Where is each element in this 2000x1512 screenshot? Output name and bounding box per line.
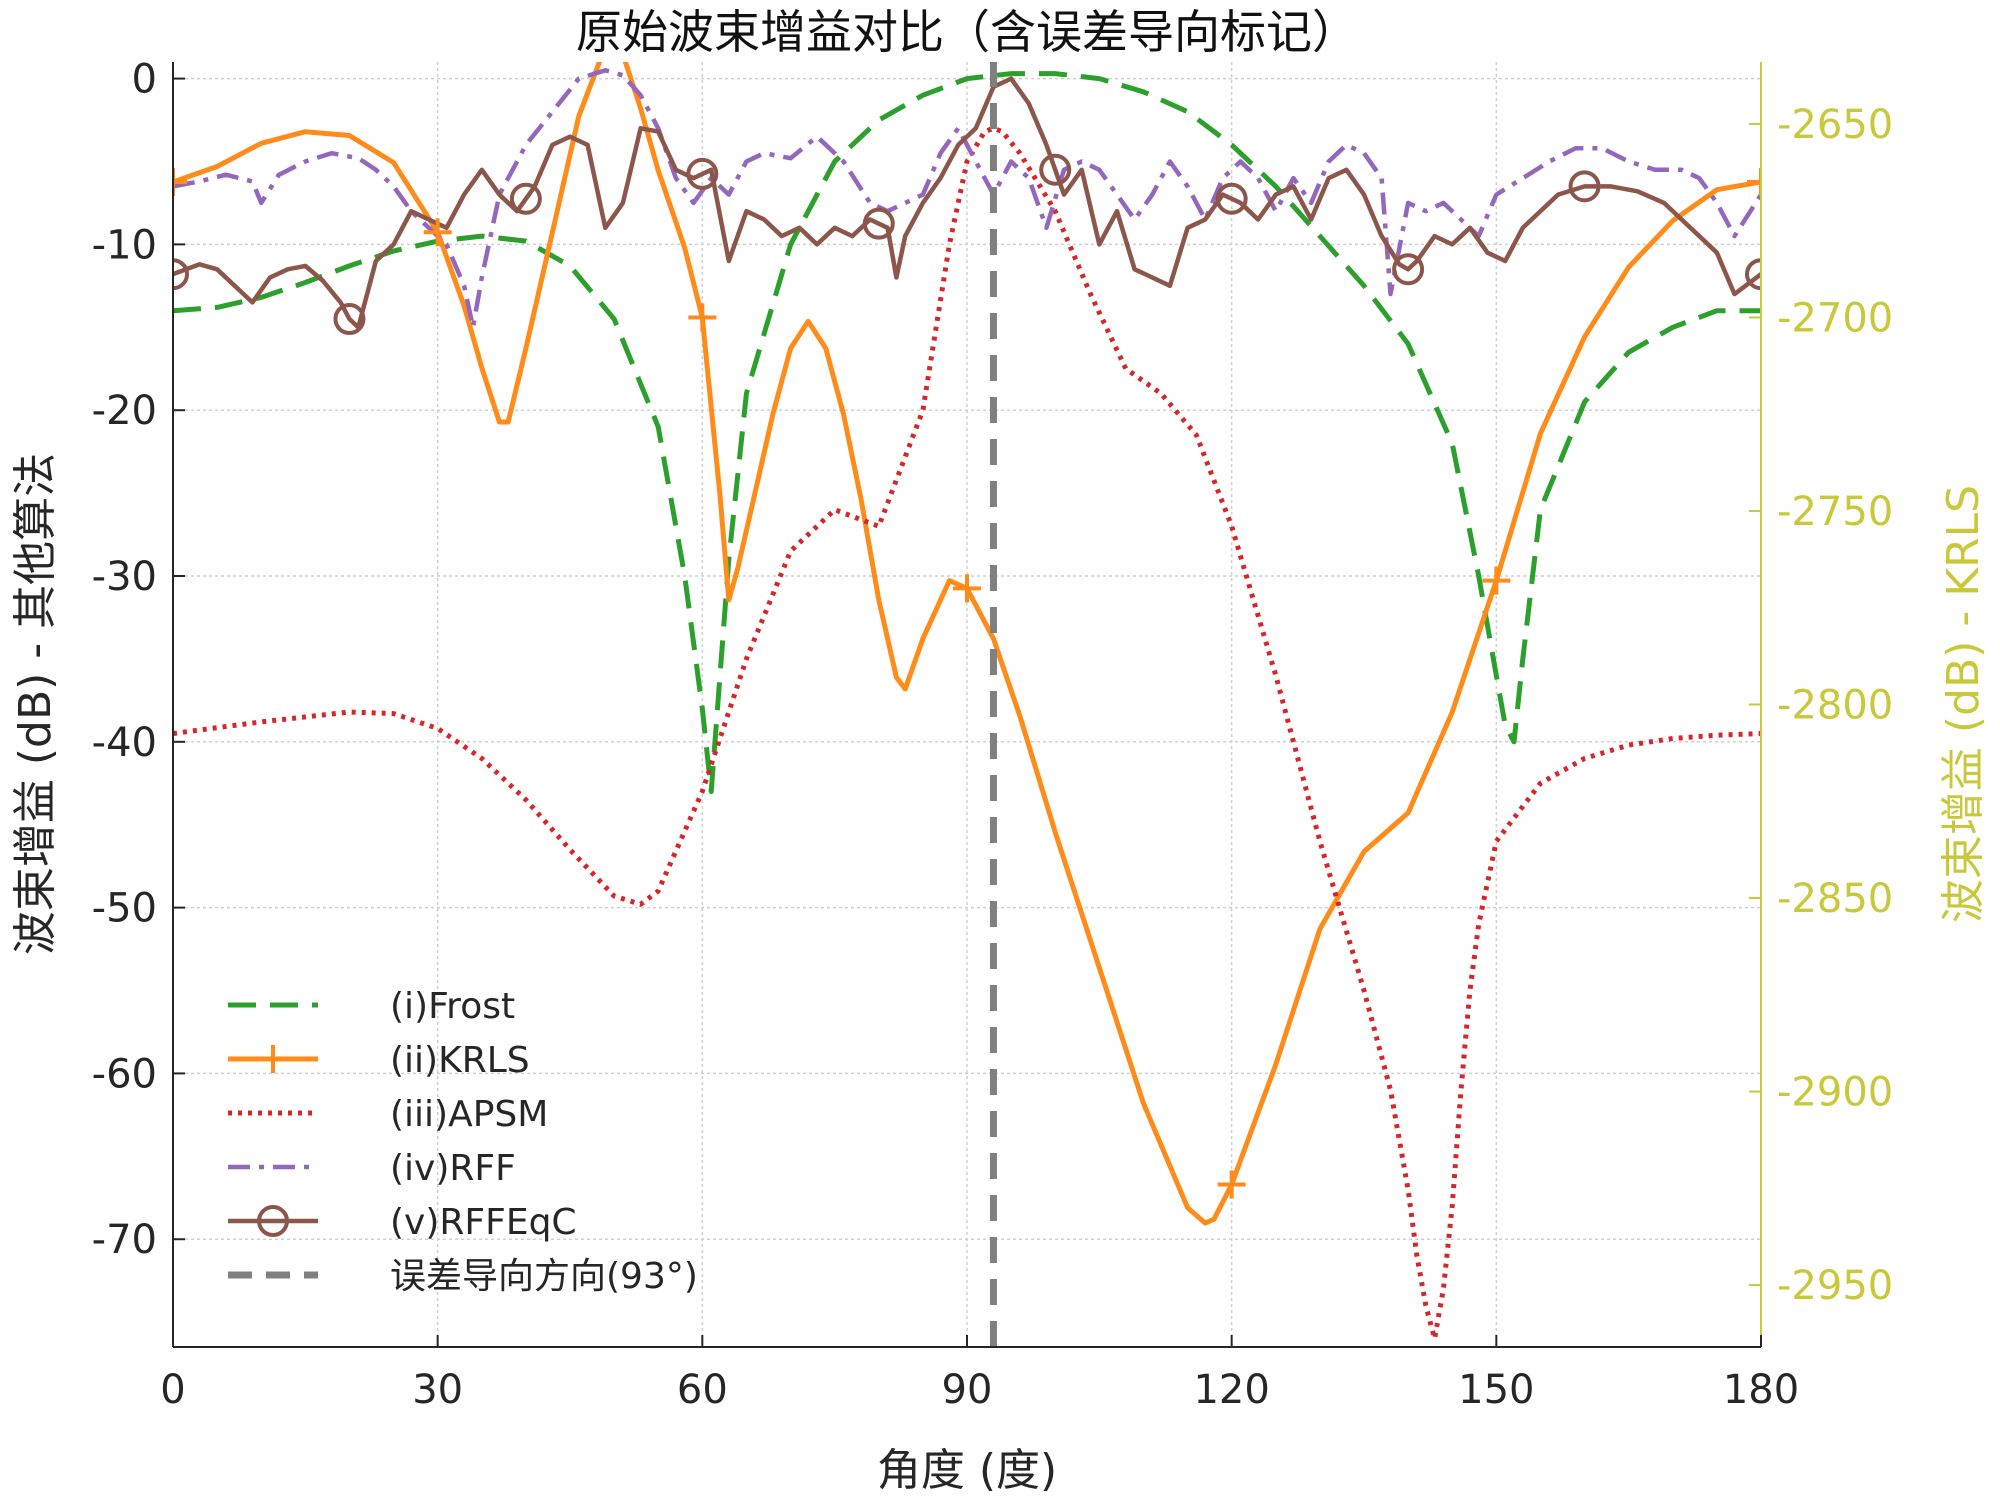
x-tick-label: 90 — [942, 1367, 993, 1413]
y-tick-label-left: -30 — [92, 554, 157, 600]
series-line-0 — [173, 71, 1761, 794]
x-tick-label: 120 — [1193, 1367, 1269, 1413]
x-axis-label: 角度 (度) — [877, 1445, 1057, 1496]
rffeqc-marker — [333, 303, 366, 335]
legend-label-1: (ii)KRLS — [390, 1040, 530, 1081]
legend-label-4: (v)RFFEqC — [390, 1202, 577, 1243]
marker-layer — [173, 153, 1761, 1199]
y-tick-label-left: -50 — [92, 886, 157, 932]
series-layer — [173, 62, 1761, 1347]
x-tick-label: 60 — [677, 1367, 728, 1413]
y-tick-label-right: -2950 — [1777, 1263, 1893, 1309]
y-tick-label-left: 0 — [132, 57, 157, 103]
y-ticks-right: -2650 -2700 -2750 -2800 -2850 -2900 -2950 — [1749, 102, 1893, 1309]
rffeqc-marker — [173, 258, 189, 291]
x-tick-label: 150 — [1458, 1367, 1534, 1413]
y-tick-label-left: -40 — [92, 720, 157, 766]
rffeqc-marker — [1039, 153, 1072, 186]
legend-label-3: (iv)RFF — [390, 1148, 516, 1189]
y-tick-label-left: -20 — [92, 388, 157, 434]
y-axis-label-left: 波束增益 (dB) - 其他算法 — [10, 453, 61, 955]
series-line-4 — [173, 76, 1761, 330]
legend-label-2: (iii)APSM — [390, 1094, 548, 1135]
x-tick-label: 30 — [412, 1367, 463, 1413]
y-tick-label-right: -2850 — [1777, 876, 1893, 922]
rffeqc-marker — [1392, 253, 1425, 286]
series-line-2 — [173, 125, 1761, 1342]
series-line-1 — [173, 62, 1761, 1226]
y-tick-label-right: -2750 — [1777, 489, 1893, 535]
y-tick-label-right: -2800 — [1777, 683, 1893, 729]
rffeqc-marker — [1745, 258, 1761, 291]
legend-marker-circle — [257, 1205, 289, 1237]
y-tick-label-right: -2900 — [1777, 1070, 1893, 1116]
x-tick-label: 0 — [160, 1367, 185, 1413]
x-tick-label: 180 — [1723, 1367, 1799, 1413]
y-tick-label-right: -2650 — [1777, 102, 1893, 148]
legend-label-5: 误差导向方向(93°) — [390, 1256, 698, 1297]
y-tick-label-right: -2700 — [1777, 295, 1893, 341]
rffeqc-marker — [509, 182, 542, 215]
rffeqc-marker — [1215, 182, 1248, 215]
chart-title: 原始波束增益对比（含误差导向标记） — [576, 5, 1358, 59]
x-ticks: 0 30 60 90 120 150 180 — [160, 1335, 1799, 1413]
y-ticks-left: 0 -10 -20 -30 -40 -50 -60 -70 — [92, 57, 185, 1263]
y-tick-label-left: -10 — [92, 222, 157, 268]
rffeqc-marker — [862, 207, 895, 240]
series-line-3 — [173, 68, 1761, 330]
y-tick-label-left: -70 — [92, 1217, 157, 1263]
y-axis-label-right: 波束增益 (dB) - KRLS — [1938, 485, 1989, 923]
legend: (i)Frost (ii)KRLS (iii)APSM (iv)RFF (v)RFFEq… — [228, 986, 698, 1297]
y-tick-label-left: -60 — [92, 1051, 157, 1097]
rffeqc-marker — [686, 157, 719, 190]
legend-label-0: (i)Frost — [390, 986, 515, 1027]
rffeqc-marker — [1568, 170, 1601, 203]
